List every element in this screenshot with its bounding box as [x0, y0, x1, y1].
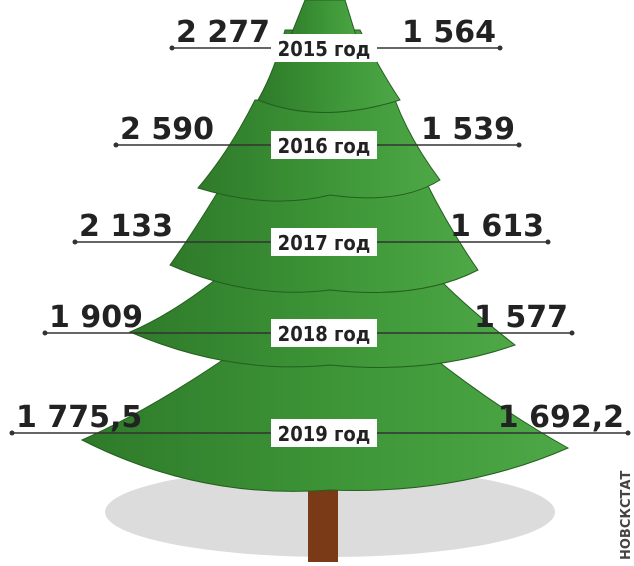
- left-value: 2 590: [120, 112, 214, 147]
- infographic: 2 277 1 564 2015 год 2 590 1 539 2016 год 2 13…: [0, 0, 634, 566]
- dot: [570, 331, 575, 336]
- dot: [498, 46, 503, 51]
- dot: [43, 331, 48, 336]
- left-value: 2 277: [176, 15, 270, 50]
- right-value: 1 613: [450, 209, 544, 244]
- right-value: 1 539: [421, 112, 515, 147]
- year: 2015 год: [278, 37, 371, 61]
- right-value: 1 692,2: [498, 400, 624, 435]
- year: 2019 год: [278, 422, 371, 446]
- dot: [546, 240, 551, 245]
- year: 2018 год: [278, 322, 371, 346]
- dot: [517, 143, 522, 148]
- year: 2017 год: [278, 231, 371, 255]
- right-value: 1 564: [402, 15, 496, 50]
- dot: [114, 143, 119, 148]
- dot: [170, 46, 175, 51]
- source: НОВСКСТАТ: [619, 471, 634, 560]
- dot: [73, 240, 78, 245]
- left-value: 1 909: [49, 300, 143, 335]
- right-value: 1 577: [474, 300, 568, 335]
- left-value: 2 133: [79, 209, 173, 244]
- year: 2016 год: [278, 134, 371, 158]
- dot: [626, 431, 631, 436]
- dot: [10, 431, 15, 436]
- left-value: 1 775,5: [16, 400, 142, 435]
